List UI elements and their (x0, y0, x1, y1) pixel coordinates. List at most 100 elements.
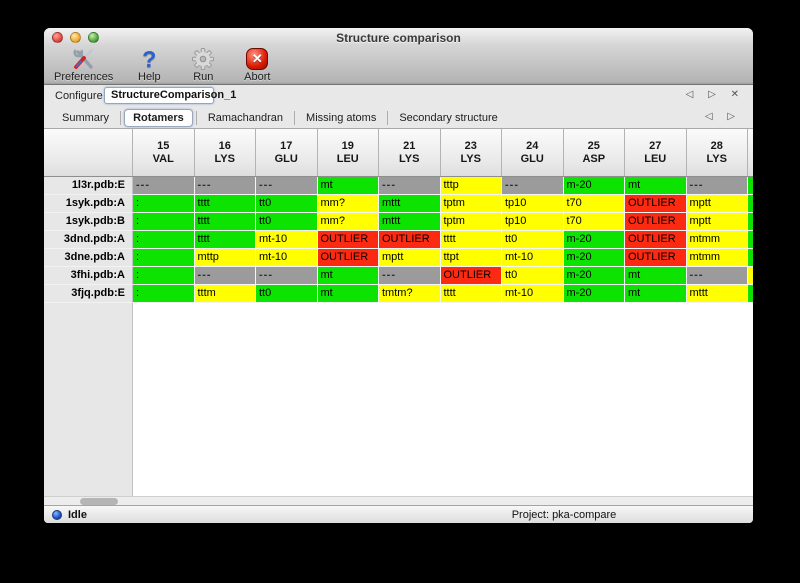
cell-1syk.pdb:B-23[interactable]: tptm (440, 213, 502, 231)
cell-3fhi.pdb:A-17[interactable]: --- (256, 267, 318, 285)
row-label[interactable]: 3fhi.pdb:A (44, 267, 133, 285)
cell-1syk.pdb:A-23[interactable]: tptm (440, 195, 502, 213)
cell-3fjq.pdb:E-partial[interactable] (748, 285, 753, 303)
cell-3fhi.pdb:A-16[interactable]: --- (194, 267, 256, 285)
tab-ramachandran[interactable]: Ramachandran (207, 111, 284, 124)
cell-1syk.pdb:A-17[interactable]: tt0 (256, 195, 318, 213)
cell-3fjq.pdb:E-21[interactable]: tmtm? (379, 285, 441, 303)
cell-3dne.pdb:A-16[interactable]: mttp (194, 249, 256, 267)
cell-3fhi.pdb:A-25[interactable]: m-20 (563, 267, 625, 285)
cell-3dnd.pdb:A-28[interactable]: mtmm (686, 231, 748, 249)
cell-3fjq.pdb:E-17[interactable]: tt0 (256, 285, 318, 303)
cell-1syk.pdb:B-24[interactable]: tp10 (502, 213, 564, 231)
cell-1syk.pdb:B-21[interactable]: mttt (379, 213, 441, 231)
cell-3dnd.pdb:A-25[interactable]: m-20 (563, 231, 625, 249)
cell-3dne.pdb:A-25[interactable]: m-20 (563, 249, 625, 267)
cell-3fhi.pdb:A-28[interactable]: --- (686, 267, 748, 285)
cell-3fjq.pdb:E-16[interactable]: tttm (194, 285, 256, 303)
cell-3dne.pdb:A-19[interactable]: OUTLIER (317, 249, 379, 267)
row-label[interactable]: 3dne.pdb:A (44, 249, 133, 267)
cell-3fhi.pdb:A-23[interactable]: OUTLIER (440, 267, 502, 285)
cell-3dnd.pdb:A-15[interactable]: : (133, 231, 195, 249)
cell-3dne.pdb:A-17[interactable]: mt-10 (256, 249, 318, 267)
cell-3dnd.pdb:A-17[interactable]: mt-10 (256, 231, 318, 249)
row-label[interactable]: 1syk.pdb:A (44, 195, 133, 213)
cell-3dne.pdb:A-partial[interactable] (748, 249, 753, 267)
abort-button[interactable]: ✕ Abort (235, 46, 279, 84)
cell-1syk.pdb:B-17[interactable]: tt0 (256, 213, 318, 231)
cell-3dnd.pdb:A-16[interactable]: tttt (194, 231, 256, 249)
cell-3dnd.pdb:A-27[interactable]: OUTLIER (625, 231, 687, 249)
cell-3dne.pdb:A-21[interactable]: mptt (379, 249, 441, 267)
cell-1syk.pdb:A-19[interactable]: mm? (317, 195, 379, 213)
cell-1syk.pdb:A-21[interactable]: mttt (379, 195, 441, 213)
tab-secondary-structure[interactable]: Secondary structure (399, 111, 498, 124)
horizontal-scrollbar[interactable] (44, 496, 753, 505)
cell-1syk.pdb:B-27[interactable]: OUTLIER (625, 213, 687, 231)
configuration-name-field[interactable]: StructureComparison_1 (104, 87, 236, 104)
minimize-window-icon[interactable] (70, 32, 81, 43)
run-button[interactable]: Run (181, 46, 225, 84)
cell-1syk.pdb:A-28[interactable]: mptt (686, 195, 748, 213)
help-button[interactable]: ? Help (127, 46, 171, 84)
row-label[interactable]: 3fjq.pdb:E (44, 285, 133, 303)
cell-3fjq.pdb:E-25[interactable]: m-20 (563, 285, 625, 303)
cell-3dnd.pdb:A-24[interactable]: tt0 (502, 231, 564, 249)
cell-3fjq.pdb:E-19[interactable]: mt (317, 285, 379, 303)
row-label[interactable]: 3dnd.pdb:A (44, 231, 133, 249)
cell-3fjq.pdb:E-27[interactable]: mt (625, 285, 687, 303)
cell-1syk.pdb:A-25[interactable]: t70 (563, 195, 625, 213)
cell-1l3r.pdb:E-23[interactable]: tttp (440, 177, 502, 195)
cell-3fjq.pdb:E-15[interactable]: : (133, 285, 195, 303)
title-bar[interactable]: Structure comparison (44, 28, 753, 46)
cell-3dnd.pdb:A-23[interactable]: tttt (440, 231, 502, 249)
tab-summary[interactable]: Summary (62, 111, 110, 124)
cell-1l3r.pdb:E-28[interactable]: --- (686, 177, 748, 195)
cell-1syk.pdb:B-16[interactable]: tttt (194, 213, 256, 231)
cell-1syk.pdb:B-15[interactable]: : (133, 213, 195, 231)
cell-3dne.pdb:A-15[interactable]: : (133, 249, 195, 267)
cell-3dne.pdb:A-28[interactable]: mtmm (686, 249, 748, 267)
cell-3dnd.pdb:A-19[interactable]: OUTLIER (317, 231, 379, 249)
cell-1syk.pdb:B-partial[interactable] (748, 213, 753, 231)
cell-1l3r.pdb:E-21[interactable]: --- (379, 177, 441, 195)
cell-1syk.pdb:B-19[interactable]: mm? (317, 213, 379, 231)
cell-3fjq.pdb:E-24[interactable]: mt-10 (502, 285, 564, 303)
cell-1syk.pdb:A-24[interactable]: tp10 (502, 195, 564, 213)
cell-1syk.pdb:B-28[interactable]: mptt (686, 213, 748, 231)
preferences-button[interactable]: Preferences (50, 46, 117, 84)
cell-3fhi.pdb:A-27[interactable]: mt (625, 267, 687, 285)
cell-3fhi.pdb:A-24[interactable]: tt0 (502, 267, 564, 285)
cell-1syk.pdb:A-15[interactable]: : (133, 195, 195, 213)
tab-missing-atoms[interactable]: Missing atoms (306, 111, 377, 124)
cell-3fhi.pdb:A-21[interactable]: --- (379, 267, 441, 285)
cell-1l3r.pdb:E-15[interactable]: --- (133, 177, 195, 195)
cell-1syk.pdb:A-partial[interactable] (748, 195, 753, 213)
row-label[interactable]: 1syk.pdb:B (44, 213, 133, 231)
cell-1l3r.pdb:E-partial[interactable] (748, 177, 753, 195)
tab-rotamers[interactable]: Rotamers (124, 108, 193, 127)
cell-1l3r.pdb:E-16[interactable]: --- (194, 177, 256, 195)
cell-3fjq.pdb:E-28[interactable]: mttt (686, 285, 748, 303)
cell-3dne.pdb:A-23[interactable]: ttpt (440, 249, 502, 267)
cell-3fjq.pdb:E-23[interactable]: tttt (440, 285, 502, 303)
cell-1syk.pdb:B-25[interactable]: t70 (563, 213, 625, 231)
scrollbar-thumb[interactable] (80, 498, 118, 505)
cell-1l3r.pdb:E-24[interactable]: --- (502, 177, 564, 195)
cell-3fhi.pdb:A-partial[interactable] (748, 267, 753, 285)
cell-3dne.pdb:A-27[interactable]: OUTLIER (625, 249, 687, 267)
close-window-icon[interactable] (52, 32, 63, 43)
cell-1l3r.pdb:E-19[interactable]: mt (317, 177, 379, 195)
cell-1l3r.pdb:E-27[interactable]: mt (625, 177, 687, 195)
cell-3dnd.pdb:A-21[interactable]: OUTLIER (379, 231, 441, 249)
cell-1l3r.pdb:E-17[interactable]: --- (256, 177, 318, 195)
tab-nav-arrows[interactable]: ◁ ▷ (704, 111, 741, 122)
zoom-window-icon[interactable] (88, 32, 99, 43)
cell-1syk.pdb:A-27[interactable]: OUTLIER (625, 195, 687, 213)
cell-3dne.pdb:A-24[interactable]: mt-10 (502, 249, 564, 267)
configure-nav-arrows[interactable]: ◁ ▷ ✕ (685, 89, 745, 100)
cell-1l3r.pdb:E-25[interactable]: m-20 (563, 177, 625, 195)
cell-3dnd.pdb:A-partial[interactable] (748, 231, 753, 249)
cell-3fhi.pdb:A-19[interactable]: mt (317, 267, 379, 285)
cell-1syk.pdb:A-16[interactable]: tttt (194, 195, 256, 213)
